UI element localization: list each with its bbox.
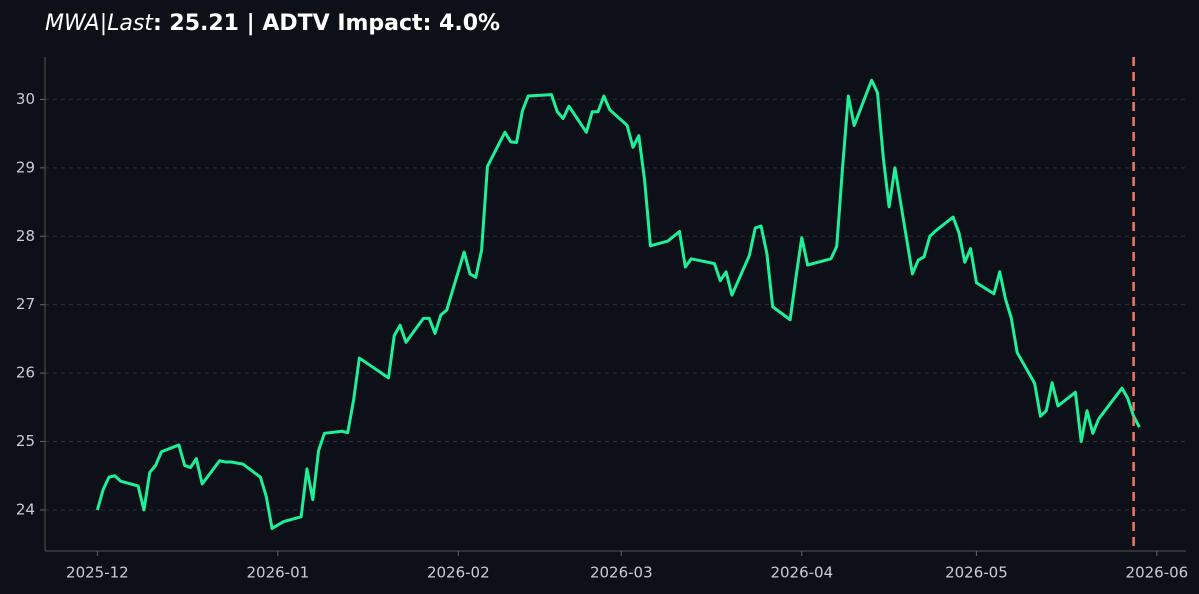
x-tick-label: 2026-03	[590, 564, 653, 582]
x-tick-label: 2025-12	[66, 564, 129, 582]
y-tick-label: 28	[16, 227, 35, 245]
title-rest: : 25.21 | ADTV Impact: 4.0%	[153, 11, 500, 36]
x-tick-label: 2026-06	[1126, 564, 1189, 582]
x-tick-label: 2026-04	[770, 564, 833, 582]
x-tick-label: 2026-02	[427, 564, 490, 582]
y-tick-label: 25	[16, 432, 35, 450]
y-tick-label: 26	[16, 364, 35, 382]
x-tick-label: 2026-05	[945, 564, 1008, 582]
y-tick-label: 24	[16, 500, 35, 518]
y-tick-label: 27	[16, 295, 35, 313]
y-tick-label: 30	[16, 90, 35, 108]
y-tick-label: 29	[16, 158, 35, 176]
x-tick-label: 2026-01	[247, 564, 310, 582]
chart-title: MWA|Last: 25.21 | ADTV Impact: 4.0%	[45, 11, 500, 36]
line	[95, 78, 1141, 530]
title-label: MWA|Last	[45, 11, 154, 36]
